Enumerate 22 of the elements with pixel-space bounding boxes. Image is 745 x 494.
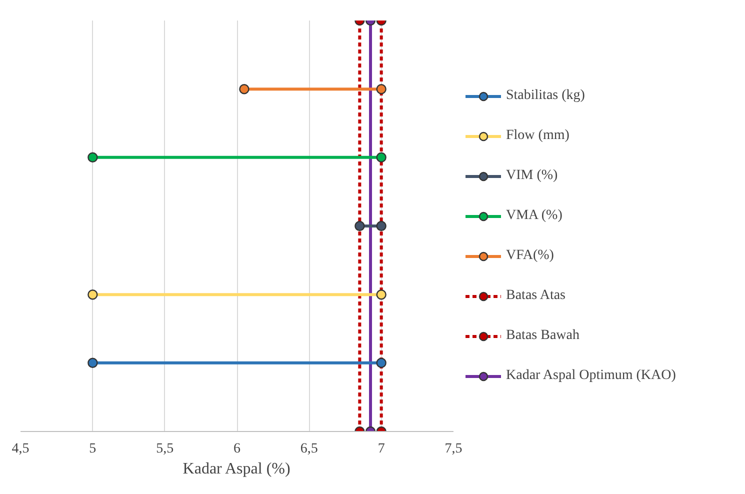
legend-label: Batas Bawah bbox=[506, 328, 580, 344]
x-tick-label: 7 bbox=[378, 442, 385, 456]
point bbox=[376, 290, 386, 300]
point bbox=[354, 220, 365, 232]
x-tick-label: 5 bbox=[89, 442, 96, 456]
point bbox=[88, 152, 98, 162]
legend-label: Batas Atas bbox=[506, 288, 566, 304]
point bbox=[376, 152, 386, 162]
x-tick-label: 6 bbox=[234, 442, 240, 456]
x-tick-label: 5,5 bbox=[156, 442, 174, 456]
legend-label: VMA (%) bbox=[506, 208, 562, 224]
x-tick-label: 6,5 bbox=[300, 442, 318, 456]
legend-label: Flow (mm) bbox=[506, 128, 570, 144]
legend-label: VFA(%) bbox=[506, 248, 554, 264]
x-tick-label: 4,5 bbox=[12, 442, 30, 456]
legend-label: VIM (%) bbox=[506, 168, 558, 184]
legend-label: Kadar Aspal Optimum (KAO) bbox=[506, 368, 676, 384]
legend-label: Stabilitas (kg) bbox=[506, 88, 585, 104]
x-tick-label: 7,5 bbox=[444, 442, 462, 456]
point bbox=[88, 290, 98, 300]
x-axis-title: Kadar Aspal (%) bbox=[182, 460, 290, 478]
point bbox=[376, 220, 386, 232]
